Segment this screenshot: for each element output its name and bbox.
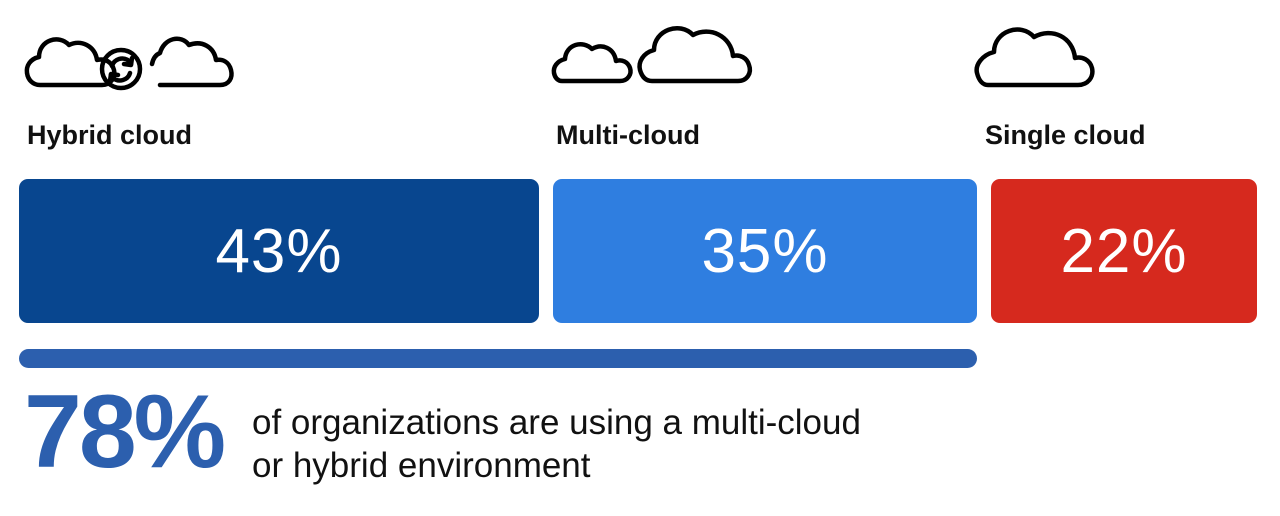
category-label-multi: Multi-cloud [556,120,700,150]
bar-value-label-single: 22% [1060,216,1188,286]
summary-text: of organizations are using a multi-cloud… [252,401,972,487]
summary-bracket-bar [19,349,977,368]
bar-value-label-multi: 35% [701,216,829,286]
multi-cloud-icon [550,18,756,84]
hybrid-cloud-icon [24,18,236,92]
bar-single: 22% [991,179,1257,323]
summary-text-line2: or hybrid environment [252,446,591,485]
bar-value-label-hybrid: 43% [215,216,343,286]
summary-text-line1: of organizations are using a multi-cloud [252,403,861,442]
summary-stat: 78% [24,374,226,490]
single-cloud-icon [972,18,1098,88]
bar-multi: 35% [553,179,977,323]
category-label-single: Single cloud [985,120,1146,150]
bar-hybrid: 43% [19,179,539,323]
category-label-hybrid: Hybrid cloud [27,120,193,150]
